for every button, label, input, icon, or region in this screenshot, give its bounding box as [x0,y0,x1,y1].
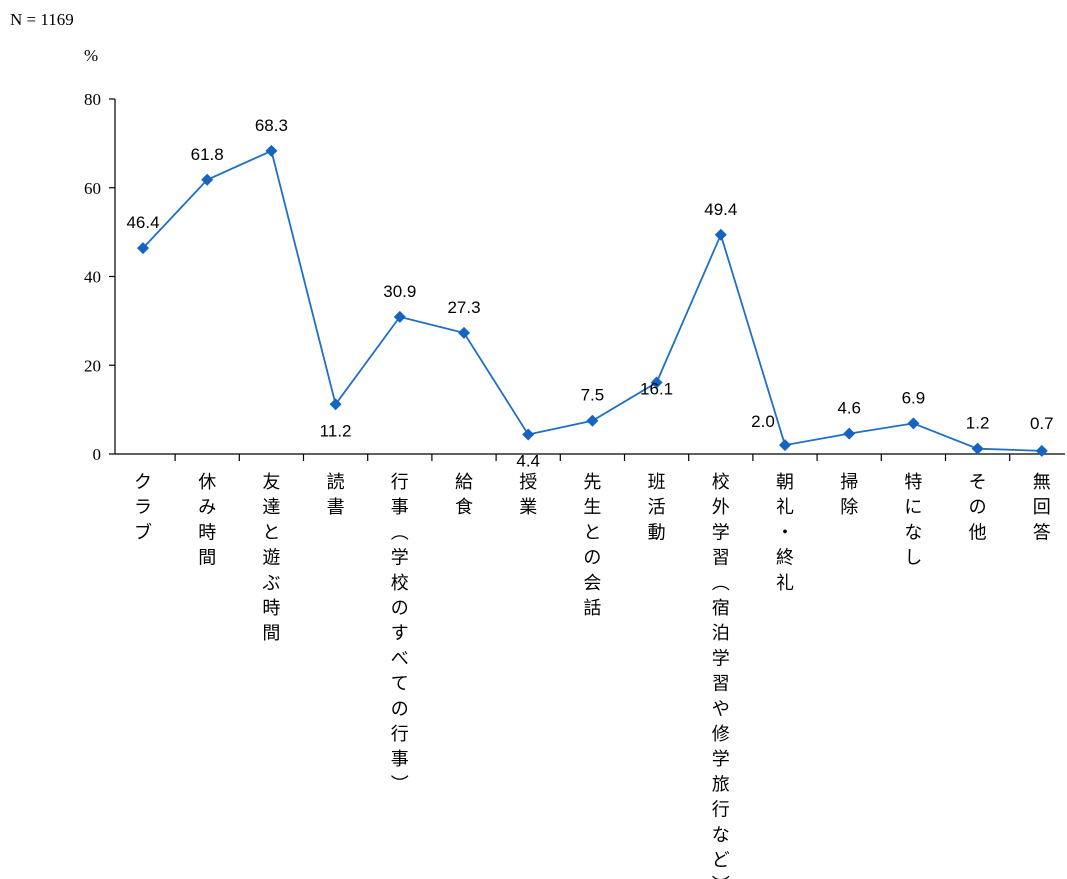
data-label: 27.3 [447,298,480,317]
y-axis-ticks: 0 20 40 60 80 [84,90,115,464]
category-label: クラブ [134,472,152,543]
data-label: 11.2 [320,421,352,440]
data-label: 6.9 [902,388,926,407]
data-point-marker [714,228,727,241]
data-label: 1.2 [966,414,990,433]
category-label: 読書 [327,472,345,518]
data-label: 68.3 [255,116,288,135]
data-point-marker [907,417,920,430]
data-label: 49.4 [704,200,737,219]
data-point-marker [458,326,470,339]
y-axis-unit: % [84,46,99,65]
category-label: 特になし [904,472,922,569]
data-point-marker [265,144,278,157]
category-label: 班活動 [648,472,666,543]
data-label: 46.4 [126,213,159,232]
category-label: 校外学習︵宿泊学習や修学旅行など︶ [712,472,730,879]
data-point-marker [137,242,149,255]
data-point-marker [522,428,535,441]
sample-size-note: N = 1169 [10,10,74,29]
data-labels: 46.4 61.8 68.3 11.2 30.9 27.3 4.4 7.5 16.1 49.4 2.… [126,116,1053,471]
data-point-marker [650,376,663,389]
data-label: 4.4 [516,451,540,470]
category-label: 無回答 [1033,472,1051,543]
data-label: 30.9 [383,282,416,301]
data-point-marker [779,439,791,452]
category-label: 友達と遊ぶ時間 [262,472,280,644]
data-point-marker [1035,444,1048,457]
category-label: 行事︵学校のすべての行事︶ [391,472,409,795]
category-label: 掃除 [840,472,858,518]
y-tick-label: 20 [84,356,101,375]
data-label: 61.8 [191,145,224,164]
y-tick-label: 40 [84,268,101,287]
category-label: 給食 [455,472,473,518]
series-markers [137,144,1048,457]
data-point-marker [843,427,856,440]
data-label: 0.7 [1030,414,1054,433]
category-label: 朝礼・終礼 [776,472,794,594]
data-point-marker [393,310,406,323]
data-point-marker [329,398,342,411]
y-tick-label: 0 [93,445,102,464]
data-point-marker [971,442,984,455]
category-label: 休み時間 [198,472,216,569]
data-label: 7.5 [581,386,605,405]
y-tick-label: 60 [84,179,101,198]
data-point-marker [586,414,599,427]
data-label: 2.0 [751,412,775,431]
data-label: 16.1 [640,380,673,399]
category-label: その他 [969,472,987,543]
y-tick-label: 80 [84,90,101,109]
data-point-marker [201,173,214,186]
data-label: 4.6 [837,399,861,418]
category-label: 授業 [519,472,537,518]
category-label: 先生との会話 [583,472,601,619]
